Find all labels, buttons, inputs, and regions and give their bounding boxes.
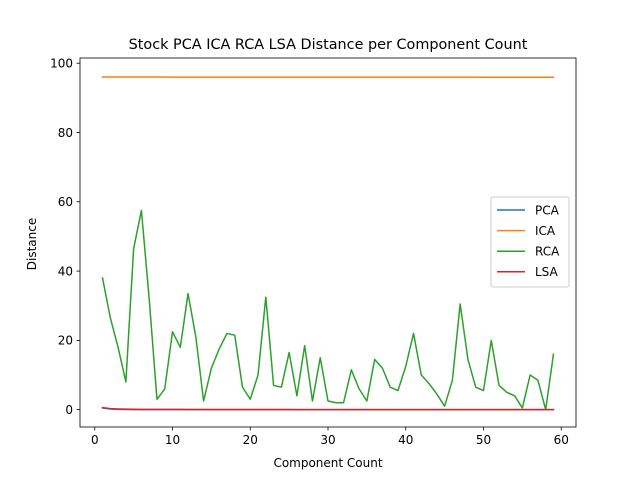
y-tick-label: 100 — [50, 56, 73, 70]
x-axis: 0 10 20 30 40 50 60 — [91, 427, 569, 447]
x-tick-label: 50 — [476, 433, 491, 447]
legend-label-pca: PCA — [535, 203, 560, 217]
y-axis: 0 20 40 60 80 100 — [50, 56, 80, 417]
chart-title: Stock PCA ICA RCA LSA Distance per Compo… — [129, 37, 528, 53]
y-tick-label: 0 — [65, 403, 73, 417]
x-tick-label: 40 — [398, 433, 413, 447]
y-tick-label: 40 — [58, 264, 73, 278]
y-tick-label: 20 — [58, 334, 73, 348]
legend-label-rca: RCA — [535, 245, 560, 259]
series-line-rca — [101, 209, 555, 411]
x-tick-label: 60 — [554, 433, 569, 447]
y-axis-title: Distance — [25, 218, 39, 270]
x-tick-label: 20 — [243, 433, 258, 447]
x-tick-label: 10 — [165, 433, 180, 447]
legend: PCA ICA RCA LSA — [490, 196, 570, 288]
y-tick-label: 60 — [58, 195, 73, 209]
x-axis-title: Component Count — [273, 456, 382, 470]
y-tick-label: 80 — [58, 126, 73, 140]
legend-label-lsa: LSA — [535, 265, 559, 279]
legend-box — [490, 196, 570, 288]
legend-label-ica: ICA — [535, 224, 556, 238]
x-tick-label: 0 — [91, 433, 99, 447]
series-lines — [101, 76, 555, 411]
x-tick-label: 30 — [320, 433, 335, 447]
series-line-lsa — [101, 406, 555, 411]
